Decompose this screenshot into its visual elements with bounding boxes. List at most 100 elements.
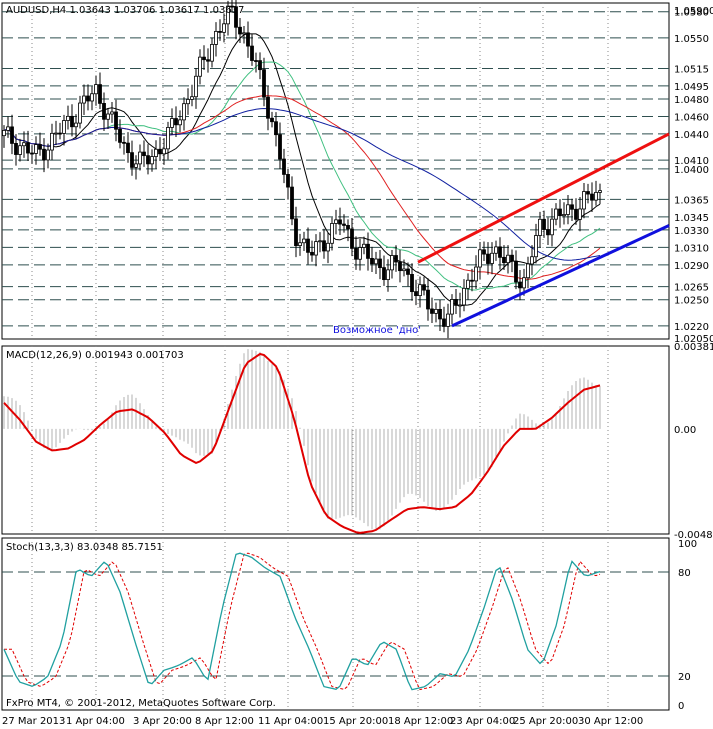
candle (298, 233, 302, 256)
candle (314, 234, 318, 267)
price-level-label: 1.0345 (674, 213, 709, 224)
ma-fast-line (3, 33, 601, 307)
macd-tick-bottom: -0.00484 (674, 530, 713, 541)
candle (186, 88, 190, 115)
candle (198, 49, 202, 85)
candle (270, 111, 274, 128)
candle (106, 108, 110, 130)
candle (242, 26, 246, 44)
candle (458, 292, 462, 318)
candle (282, 148, 286, 184)
candle (30, 145, 34, 164)
candle (470, 268, 474, 292)
candle (498, 237, 502, 270)
macd-histogram (3, 349, 601, 531)
candle (534, 223, 538, 264)
candle (174, 106, 178, 138)
stoch-panel: Stoch(13,3,3) 83.0348 85.7151 100 80 20 … (1, 537, 697, 712)
candle (378, 250, 382, 280)
candle (410, 263, 414, 301)
candle (70, 104, 74, 137)
candle (346, 219, 350, 242)
candle (406, 262, 410, 287)
candle (546, 217, 550, 245)
candlesticks (2, 0, 602, 339)
candle (502, 245, 506, 271)
candle (58, 122, 62, 140)
candle (6, 116, 10, 138)
candle (466, 273, 470, 300)
candle (230, 0, 234, 13)
candle (386, 259, 390, 292)
price-level-label: 1.0310 (674, 243, 709, 254)
time-label: 1 Apr 04:00 (66, 716, 125, 727)
candle (478, 241, 482, 280)
candle (78, 95, 82, 129)
stoch-main-line (3, 552, 601, 691)
candle (570, 198, 574, 222)
ma-slow-line (3, 95, 601, 280)
candle (250, 34, 254, 66)
candle (558, 199, 562, 228)
candle (150, 149, 154, 172)
price-level-label: 1.0365 (674, 195, 709, 206)
candle (258, 52, 262, 80)
price-panel-frame (1, 2, 670, 340)
candle (50, 123, 54, 161)
candle (490, 242, 494, 275)
candle (474, 255, 478, 289)
candle (202, 45, 206, 71)
macd-panel: MACD(12,26,9) 0.001943 0.001703 0.003814… (1, 342, 713, 541)
price-level-label: 1.0495 (674, 82, 709, 93)
candle (262, 57, 266, 107)
candle (118, 119, 122, 149)
candle (142, 140, 146, 167)
price-axis-top: 1.05900 (674, 6, 713, 17)
stoch-tick-0: 0 (678, 701, 684, 712)
candle (222, 13, 226, 43)
candle (226, 0, 230, 36)
candle (286, 168, 290, 200)
candle (590, 182, 594, 213)
candle (278, 122, 282, 169)
time-label: 8 Apr 12:00 (195, 716, 254, 727)
candle (194, 68, 198, 109)
candle (418, 276, 422, 308)
candle (442, 306, 446, 333)
macd-tick-top: 0.003814 (674, 342, 713, 353)
time-label: 30 Apr 12:00 (578, 716, 643, 727)
candle (166, 121, 170, 160)
candle (18, 138, 22, 162)
price-level-label: 1.0550 (674, 34, 709, 45)
stoch-tick-100: 100 (678, 539, 697, 550)
time-axis: 27 Mar 2013 1 Apr 04:00 3 Apr 20:00 8 Apr 1… (2, 716, 643, 727)
candle (234, 0, 238, 40)
macd-vertical-grid (31, 346, 609, 534)
candle (218, 19, 222, 41)
moving-averages (3, 33, 601, 307)
candle (34, 136, 38, 165)
price-level-label: 1.0290 (674, 261, 709, 272)
trendline-blue (451, 224, 670, 328)
candle (494, 240, 498, 261)
candle (238, 18, 242, 44)
candle (310, 240, 314, 262)
candle (374, 251, 378, 275)
candle (438, 300, 442, 331)
candle (598, 183, 602, 205)
candle (46, 143, 50, 169)
price-level-label: 1.0250 (674, 296, 709, 307)
candle (526, 256, 530, 289)
candle (178, 110, 182, 133)
macd-panel-frame (1, 345, 670, 535)
candle (530, 245, 534, 276)
stoch-panel-frame (1, 537, 670, 711)
candle (322, 228, 326, 259)
candle (454, 288, 458, 314)
candle (462, 279, 466, 312)
candle (330, 217, 334, 251)
candle (10, 114, 14, 155)
candle (246, 21, 250, 58)
candle (566, 194, 570, 225)
candle (358, 238, 362, 271)
